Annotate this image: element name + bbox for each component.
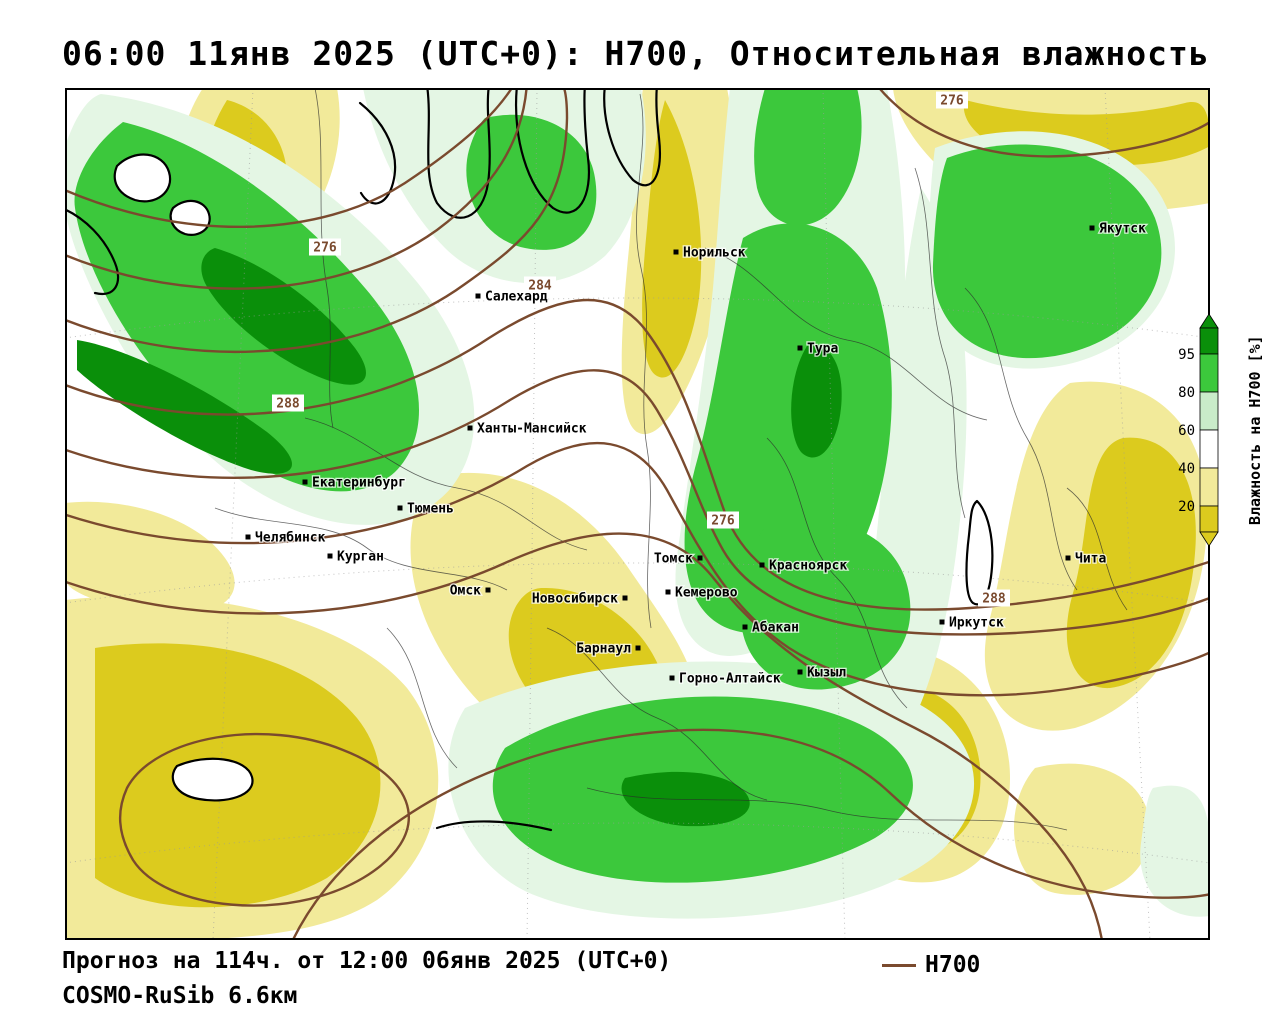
city-label: Кемерово: [675, 586, 738, 601]
city-label: Томск: [654, 552, 693, 567]
colorbar-arrow-top: [1199, 314, 1219, 329]
city-marker: [939, 619, 945, 625]
city-marker: [1065, 555, 1071, 561]
city-marker: [665, 589, 671, 595]
colorbar-tick-label: 60: [1178, 423, 1195, 439]
forecast-info-text: Прогноз на 114ч. от 12:00 06янв 2025 (UT…: [62, 948, 672, 974]
city-label: Якутск: [1099, 222, 1146, 237]
island-outline: [113, 153, 172, 203]
city-marker: [697, 555, 703, 561]
contour-value-label: 284: [528, 279, 552, 294]
colorbar-segment: [1199, 467, 1219, 507]
humidity-field: [65, 88, 1210, 940]
city-label: Курган: [337, 550, 384, 565]
contour-label-bg: [272, 394, 304, 412]
colorbar-segment: [1199, 391, 1219, 431]
city-marker: [467, 425, 473, 431]
contour-label-bg: [707, 511, 739, 529]
lake-outline: [171, 757, 254, 802]
city-marker: [797, 345, 803, 351]
city-label: Горно-Алтайск: [679, 672, 781, 687]
city-label: Абакан: [752, 621, 799, 636]
page-title: 06:00 11янв 2025 (UTC+0): H700, Относите…: [62, 34, 1210, 73]
humidity-map: 276 276 284 288 276 288 Норильск Салехард Тура Я…: [65, 88, 1210, 940]
city-label: Кызыл: [807, 666, 846, 681]
colorbar-segment: [1199, 353, 1219, 393]
city-label: Челябинск: [255, 531, 326, 546]
contour-label-bg: [936, 91, 968, 109]
city-marker: [742, 624, 748, 630]
h700-legend-label: H700: [925, 952, 981, 978]
city-marker: [1089, 225, 1095, 231]
city-marker: [759, 562, 765, 568]
city-marker: [673, 249, 679, 255]
colorbar-tick-label: 95: [1178, 347, 1195, 363]
colorbar-tick-label: 20: [1178, 499, 1195, 515]
city-marker: [245, 534, 251, 540]
city-label: Омск: [450, 584, 481, 599]
contour-value-label: 276: [711, 514, 735, 529]
colorbar-tick-label: 80: [1178, 385, 1195, 401]
city-label: Ханты-Мансийск: [477, 422, 587, 437]
map-area: 276 276 284 288 276 288 Норильск Салехард Тура Я…: [65, 88, 1210, 940]
colorbar-segment: [1199, 429, 1219, 469]
h700-legend-line-sample: [882, 963, 916, 967]
colorbar-arrow-bottom: [1199, 531, 1219, 546]
city-label: Екатеринбург: [312, 476, 406, 491]
city-label: Тура: [807, 342, 838, 357]
city-marker: [635, 645, 641, 651]
contour-value-label: 288: [276, 397, 300, 412]
city-marker: [622, 595, 628, 601]
lake-baikal-outline: [965, 499, 994, 606]
contour-value-label: 288: [982, 592, 1006, 607]
contour-label-bg: [524, 276, 556, 294]
city-marker: [397, 505, 403, 511]
admin-boundaries: [214, 88, 1128, 831]
h700-contour-lines: [65, 88, 1210, 940]
colorbar-axis-label: Влажность на H700 [%]: [1246, 335, 1264, 525]
city-label: Красноярск: [769, 559, 847, 574]
city-label: Салехард: [485, 290, 548, 305]
h700-legend: H700: [882, 952, 980, 978]
contour-label-bg: [978, 589, 1010, 607]
contour-label-bg: [309, 238, 341, 256]
city-markers: Норильск Салехард Тура Якутск Ханты-Мансийск…: [245, 220, 1147, 688]
city-marker: [475, 293, 481, 299]
city-label: Чита: [1075, 552, 1106, 567]
colorbar-segment: [1199, 327, 1219, 355]
colorbar-tick-label: 40: [1178, 461, 1195, 477]
island-outline: [169, 199, 211, 236]
city-label: Тюмень: [407, 502, 454, 517]
coastlines: [65, 88, 994, 832]
colorbar-segment: [1199, 505, 1219, 533]
colorbar: 95 80 60 40 20: [1178, 314, 1219, 546]
contour-value-labels: 276 276 284 288 276 288: [272, 91, 1010, 607]
city-marker: [327, 553, 333, 559]
contour-value-label: 276: [940, 94, 964, 109]
model-info-text: COSMO-RuSib 6.6км: [62, 983, 298, 1009]
city-label: Норильск: [683, 246, 746, 261]
city-marker: [485, 587, 491, 593]
contour-value-label: 276: [313, 241, 337, 256]
city-marker: [669, 675, 675, 681]
city-label: Барнаул: [576, 642, 631, 657]
city-marker: [302, 479, 308, 485]
city-label: Иркутск: [949, 616, 1004, 631]
city-label: Новосибирск: [532, 592, 618, 607]
city-marker: [797, 669, 803, 675]
